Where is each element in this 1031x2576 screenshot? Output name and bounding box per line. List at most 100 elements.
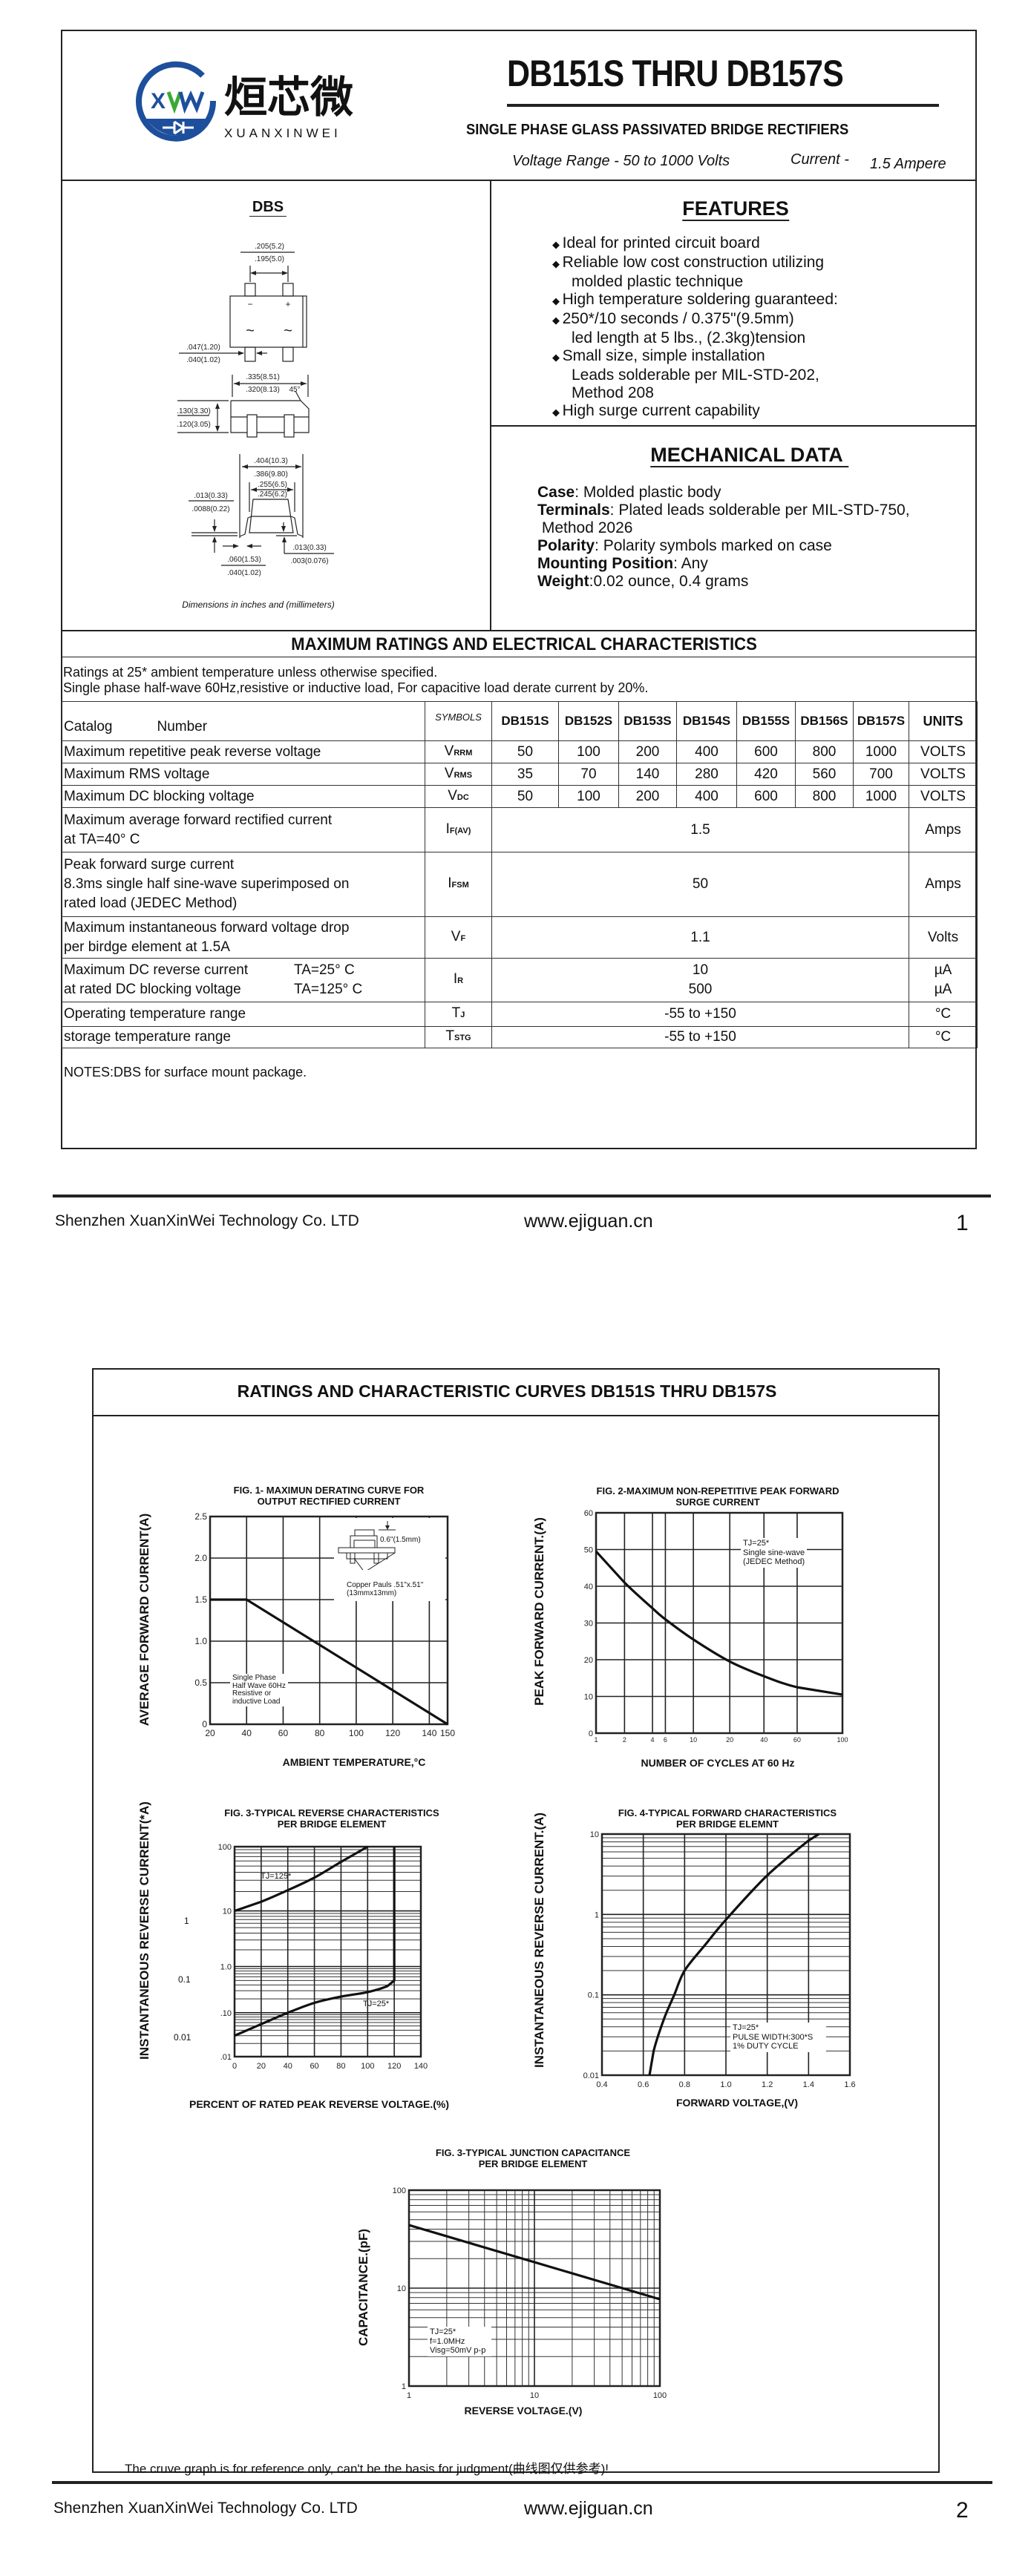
feature-item: Leads solderable per MIL-STD-202, — [572, 367, 819, 384]
value-cell: 140 — [618, 763, 677, 786]
parameter-cell: Peak forward surge current 8.3ms single h… — [61, 852, 425, 917]
value-cell: 1.5 — [491, 807, 909, 852]
footer-company: Shenzhen XuanXinWei Technology Co. LTD — [55, 1212, 359, 1229]
symbol-cell: TSTG — [425, 1026, 492, 1048]
logo-latin-name: XUANXINWEI — [224, 126, 341, 140]
unit-cell: µA µA — [909, 958, 978, 1002]
part-header: DB151S — [491, 701, 559, 741]
parameter-cell: Maximum DC blocking voltage — [61, 785, 425, 808]
fig5-ylabel: CAPACITANCE.(pF) — [356, 2228, 370, 2347]
page1-frame — [61, 30, 977, 1149]
page2-frame — [92, 1368, 940, 2473]
feature-item: ◆ High surge current capability — [552, 402, 760, 419]
table-row: Maximum RMS voltage VRMS 35 70 140 280 4… — [61, 763, 978, 786]
symbol-cell: VRMS — [425, 763, 492, 786]
fig1-title: FIG. 1- MAXIMUN DERATING CURVE FOR OUTPUT… — [233, 1485, 425, 1507]
features-heading: FEATURES — [682, 197, 789, 221]
fig3-xlabel: PERCENT OF RATED PEAK REVERSE VOLTAGE.(%… — [189, 2098, 450, 2110]
diamond-bullet-icon: ◆ — [552, 239, 563, 250]
fig1-lead-annotation: 0.6"(1.5mm) — [380, 1536, 421, 1544]
fig3-outer-ylabel: 1 — [184, 1916, 189, 1926]
ratings-heading: MAXIMUM RATINGS AND ELECTRICAL CHARACTER… — [291, 634, 757, 654]
value-cell: 50 — [491, 740, 559, 763]
ratings-table: Catalog Number SYMBOLS DB151S DB152S DB15… — [61, 701, 978, 1048]
fig3-outer-ylabel: 0.1 — [178, 1974, 191, 1985]
value-cell: 200 — [618, 785, 677, 808]
value-cell: 1000 — [853, 785, 909, 808]
table-row: Maximum average forward rectified curren… — [61, 807, 978, 852]
fig3-outer-ylabel: 0.01 — [174, 2032, 192, 2043]
value-cell: 1.1 — [491, 916, 909, 959]
logo-chinese-name: 烜芯微 — [224, 73, 354, 122]
svg-text:X: X — [151, 89, 166, 114]
fig1-xlabel: AMBIENT TEMPERATURE,°C — [282, 1756, 426, 1768]
footer-rule — [52, 2481, 992, 2484]
table-row: Maximum instantaneous forward voltage dr… — [61, 916, 978, 959]
footer-website: www.ejiguan.cn — [524, 2498, 653, 2519]
part-header: DB153S — [618, 701, 677, 741]
value-cell: 100 — [558, 740, 619, 763]
symbol-cell: IF(AV) — [425, 807, 492, 852]
logo-emblem-icon: X — [136, 61, 217, 142]
page2-heading: RATINGS AND CHARACTERISTIC CURVES DB151S… — [237, 1381, 777, 1401]
value-cell: 70 — [558, 763, 619, 786]
unit-cell: °C — [909, 1026, 978, 1048]
unit-cell: °C — [909, 1002, 978, 1027]
footer-rule — [53, 1195, 991, 1197]
unit-cell: VOLTS — [909, 763, 978, 786]
value-cell: 1000 — [853, 740, 909, 763]
value-cell: 600 — [736, 740, 796, 763]
feature-item: ◆ Reliable low cost construction utilizi… — [552, 254, 825, 271]
fig5-conditions: TJ=25* f=1.0MHz Visg=50mV p-p — [428, 2327, 492, 2356]
unit-cell: Volts — [909, 916, 978, 959]
curve-disclaimer: The cruve graph is for reference only, c… — [125, 2462, 609, 2476]
mechanical-item: Case: Molded plastic body — [537, 484, 721, 501]
page2-heading-divider — [92, 1415, 940, 1416]
diamond-bullet-icon: ◆ — [552, 352, 563, 363]
unit-cell: VOLTS — [909, 785, 978, 808]
symbol-cell: IR — [425, 958, 492, 1002]
fig2-conditions: TJ=25* Single sine-wave (JEDEC Method) — [741, 1538, 808, 1568]
symbols-header: SYMBOLS — [425, 701, 492, 741]
unit-cell: Amps — [909, 807, 978, 852]
parameter-cell: Operating temperature range — [61, 1002, 425, 1027]
part-header: DB152S — [558, 701, 619, 741]
parameter-cell: Maximum average forward rectified curren… — [61, 807, 425, 852]
fig3-series-label: TJ=125* — [258, 1871, 294, 1882]
part-header: DB156S — [795, 701, 854, 741]
feature-item: ◆ High temperature soldering guaranteed: — [552, 291, 838, 308]
features-mechanical-divider — [491, 425, 977, 427]
diamond-bullet-icon: ◆ — [552, 295, 563, 306]
parameter-cell: storage temperature range — [61, 1026, 425, 1048]
fig1-mounting-inset: 0.6"(1.5mm) Copper Pauls .51"x.51" (13mmx… — [334, 1518, 445, 1601]
diamond-bullet-icon: ◆ — [552, 407, 563, 418]
mounting-diagram-icon — [338, 1521, 396, 1570]
fig3-title: FIG. 3-TYPICAL REVERSE CHARACTERISTICS PE… — [224, 1807, 439, 1830]
mechanical-list: Case: Molded plastic body Terminals: Pla… — [537, 484, 910, 591]
mechanical-item: Method 2026 — [537, 519, 633, 536]
part-header: DB157S — [853, 701, 909, 741]
fig5-xlabel: REVERSE VOLTAGE.(V) — [464, 2405, 583, 2416]
symbol-cell: VRRM — [425, 740, 492, 763]
ratings-note-1: Ratings at 25* ambient temperature unles… — [63, 665, 438, 680]
section-vertical-divider — [490, 180, 491, 631]
feature-item: molded plastic technique — [572, 273, 744, 290]
company-logo: X 烜芯微 XUANXINWEI — [134, 59, 379, 142]
value-cell: 800 — [795, 740, 854, 763]
fig1-ylabel: AVERAGE FORWARD CURRENT(A) — [137, 1513, 151, 1726]
package-name: DBS — [249, 199, 287, 217]
diamond-bullet-icon: ◆ — [552, 258, 563, 269]
fig2-xlabel: NUMBER OF CYCLES AT 60 Hz — [641, 1757, 795, 1769]
value-cell: -55 to +150 — [491, 1026, 909, 1048]
table-row: Peak forward surge current 8.3ms single h… — [61, 852, 978, 917]
parameter-cell: Maximum RMS voltage — [61, 763, 425, 786]
value-cell: 800 — [795, 785, 854, 808]
parameter-cell: Maximum instantaneous forward voltage dr… — [61, 916, 425, 959]
features-list: ◆ Ideal for printed circuit board ◆ Reli… — [552, 234, 838, 421]
parameter-cell: Maximum repetitive peak reverse voltage — [61, 740, 425, 763]
value-cell: 700 — [853, 763, 909, 786]
feature-item: ◆ Ideal for printed circuit board — [552, 234, 760, 252]
value-cell: 50 — [491, 852, 909, 917]
header-divider — [61, 180, 977, 181]
unit-cell: Amps — [909, 852, 978, 917]
